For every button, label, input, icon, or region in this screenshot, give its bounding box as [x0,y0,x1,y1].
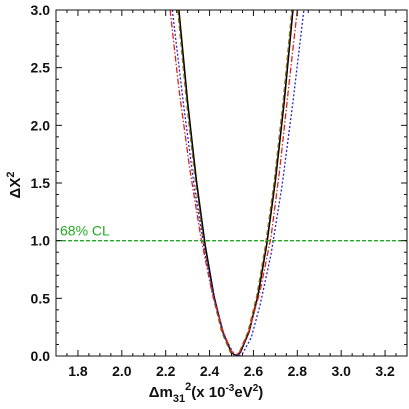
cl-label: 68% CL [60,223,110,239]
tick-labels-layer: 1.8 2.0 2.2 2.4 2.6 2.8 3.0 3.2 0.0 0.5 1.0 1.5 2.0 2… [31,2,395,379]
y-tick-label: 0.5 [31,290,51,306]
y-tick-label: 2.0 [31,117,51,133]
x-title-sup: 2 [185,381,191,393]
x-tick-label: 2.2 [156,363,176,379]
y-tick-label: 1.0 [31,233,51,249]
x-tick-label: 3.0 [331,363,351,379]
y-tick-label: 1.5 [31,175,51,191]
x-title-p3: eV [234,384,252,401]
series-line-3 [171,10,305,356]
y-axis-title: ΔX2 [5,172,24,199]
plot-frame [55,9,408,357]
x-tick-label: 2.8 [288,363,308,379]
x-title-p4: ) [258,384,263,401]
x-title-sub: 31 [173,393,185,405]
series-line-2 [177,10,293,356]
ticks-layer [55,9,408,357]
y-title-sup: 2 [5,172,17,178]
x-tick-label: 3.2 [375,363,395,379]
curves-layer [169,10,305,356]
x-tick-label: 1.8 [68,363,88,379]
x-title-sup3: 2 [253,383,259,394]
x-axis-title: Δm312(x 10-3eV2) [149,381,264,405]
y-title-base: ΔX [7,178,24,199]
x-tick-label: 2.0 [112,363,132,379]
y-tick-label: 0.0 [31,348,51,364]
x-tick-label: 2.6 [244,363,264,379]
x-title-p2: (x 10 [191,384,225,401]
series-line-4 [169,10,298,356]
y-tick-label: 2.5 [31,60,51,76]
series-line-1 [178,10,294,356]
y-tick-label: 3.0 [31,2,51,18]
x-title-p1: Δm [149,384,173,401]
x-tick-label: 2.4 [200,363,220,379]
x-title-sup2: -3 [225,383,234,394]
